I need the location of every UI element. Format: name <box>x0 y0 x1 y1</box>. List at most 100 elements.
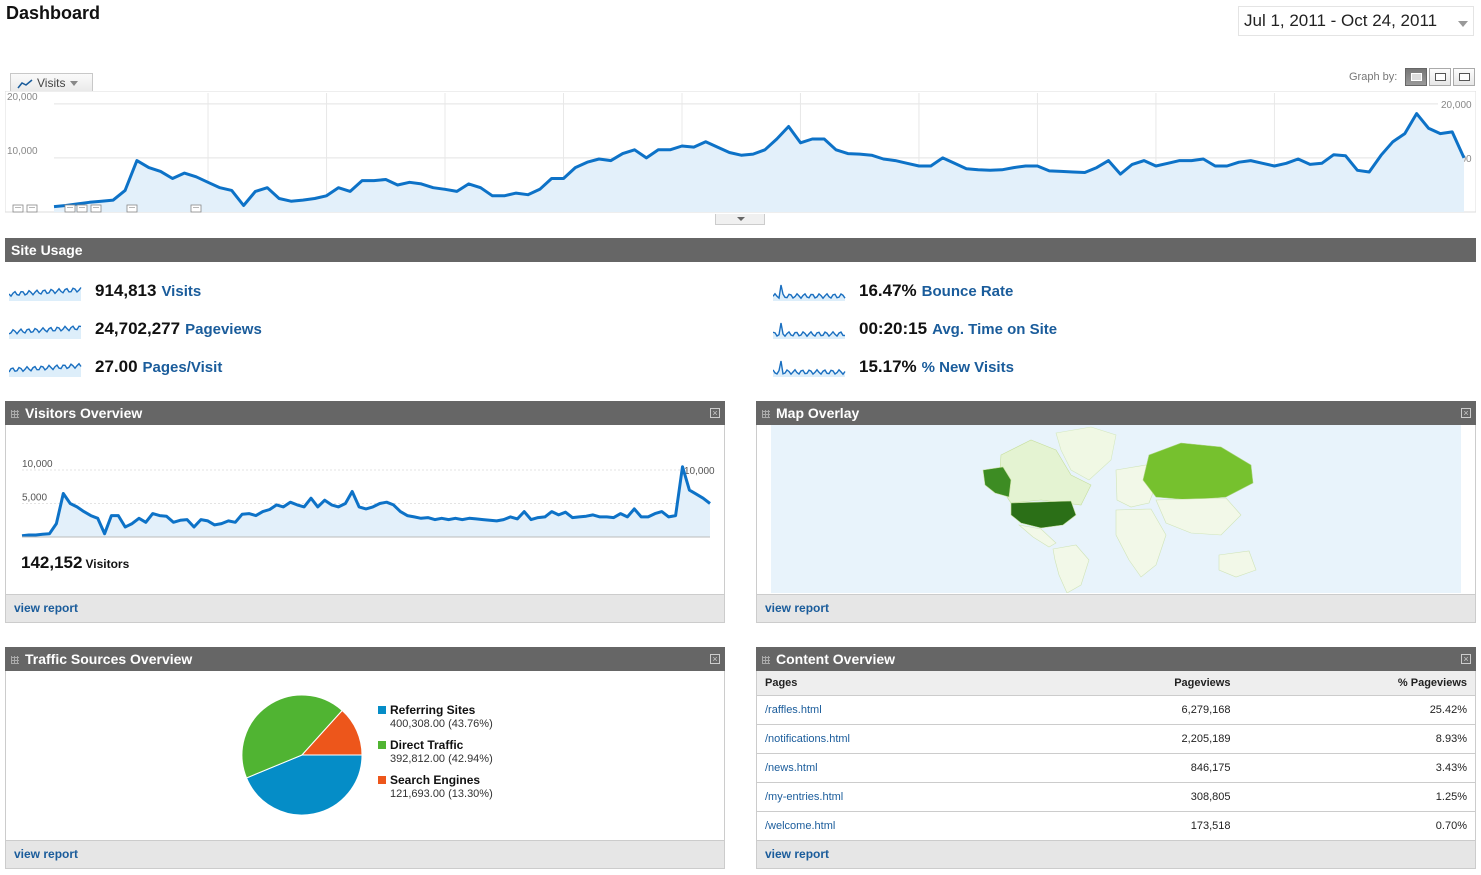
date-range-picker[interactable]: Jul 1, 2011 - Oct 24, 2011 <box>1238 6 1474 36</box>
legend-detail: 400,308.00 (43.76%) <box>390 718 493 730</box>
page-title: Dashboard <box>6 3 101 23</box>
view-report-link[interactable]: view report <box>14 847 79 861</box>
percent-cell: 3.43% <box>1238 753 1475 783</box>
legend-item[interactable]: Search Engines 121,693.00 (13.30%) <box>378 773 493 800</box>
sparkline[interactable] <box>773 281 847 301</box>
sparkline[interactable] <box>773 357 847 377</box>
graph-by-day-button[interactable] <box>1405 68 1427 86</box>
metric-link[interactable]: Pageviews <box>185 320 262 338</box>
chevron-down-icon <box>70 81 79 87</box>
annotation-icon[interactable] <box>90 204 102 213</box>
south-america-region[interactable] <box>1052 544 1090 593</box>
column-header-percent-pageviews[interactable]: % Pageviews <box>1238 671 1475 696</box>
metric-value: 27.00 <box>95 357 138 376</box>
view-report-link[interactable]: view report <box>765 601 830 615</box>
annotation-icon[interactable] <box>12 204 24 213</box>
russia-region[interactable] <box>1142 442 1254 501</box>
sparkline[interactable] <box>9 357 83 377</box>
metric-link[interactable]: Bounce Rate <box>921 282 1014 300</box>
annotation-icon[interactable] <box>190 204 202 213</box>
percent-cell: 0.70% <box>1238 811 1475 841</box>
close-icon[interactable]: × <box>710 408 720 418</box>
visitors-line[interactable] <box>21 465 711 538</box>
legend-item[interactable]: Direct Traffic 392,812.00 (42.94%) <box>378 738 493 765</box>
annotation-icon[interactable] <box>76 204 88 213</box>
annotation-icon[interactable] <box>64 204 76 213</box>
sparkline[interactable] <box>9 319 83 339</box>
sparkline[interactable] <box>773 319 847 339</box>
pageviews-cell: 2,205,189 <box>1037 724 1239 754</box>
table-row: /welcome.html 173,518 0.70% <box>757 811 1475 841</box>
close-icon[interactable]: × <box>1461 408 1471 418</box>
legend-item[interactable]: Referring Sites 400,308.00 (43.76%) <box>378 703 493 730</box>
visits-line[interactable] <box>53 112 1466 209</box>
alaska-region[interactable] <box>982 466 1012 498</box>
sparkline[interactable] <box>9 281 83 301</box>
column-header-pages[interactable]: Pages <box>757 671 1038 696</box>
annotation-icon[interactable] <box>26 204 38 213</box>
table-row: /my-entries.html 308,805 1.25% <box>757 782 1475 812</box>
visitors-overview-header[interactable]: Visitors Overview × <box>5 401 725 425</box>
page-link[interactable]: /welcome.html <box>757 811 1038 841</box>
map-overlay-title: Map Overlay <box>776 405 860 421</box>
content-overview-header[interactable]: Content Overview × <box>756 647 1476 671</box>
calendar-month-icon <box>1459 73 1470 81</box>
graph-by-month-button[interactable] <box>1453 68 1475 86</box>
traffic-sources-pie[interactable] <box>232 685 372 825</box>
drag-grip-icon[interactable] <box>762 656 770 665</box>
pageviews-cell: 6,279,168 <box>1037 695 1239 725</box>
metric-link[interactable]: Visits <box>161 282 202 300</box>
pie-slice-direct-traffic[interactable] <box>241 694 343 779</box>
australia-region[interactable] <box>1218 550 1257 578</box>
traffic-sources-title: Traffic Sources Overview <box>25 651 193 667</box>
metric--new-visits: 15.17%% New Visits <box>773 355 1014 379</box>
metric-avg-time-on-site: 00:20:15 Avg. Time on Site <box>773 317 1057 341</box>
collapse-graph-handle[interactable] <box>715 214 765 225</box>
chevron-down-icon <box>737 217 745 221</box>
metric-link[interactable]: Pages/Visit <box>142 358 223 376</box>
greenland-region[interactable] <box>1055 426 1117 481</box>
world-map[interactable] <box>771 425 1461 593</box>
page-link[interactable]: /my-entries.html <box>757 782 1038 812</box>
map-overlay-header[interactable]: Map Overlay × <box>756 401 1476 425</box>
page-link[interactable]: /raffles.html <box>757 695 1038 725</box>
metric-link[interactable]: Avg. Time on Site <box>932 320 1058 338</box>
map-overlay-footer: view report <box>757 594 1475 622</box>
traffic-sources-header[interactable]: Traffic Sources Overview × <box>5 647 725 671</box>
drag-grip-icon[interactable] <box>11 410 19 419</box>
metric-link[interactable]: % New Visits <box>921 358 1014 376</box>
pageviews-cell: 846,175 <box>1037 753 1239 783</box>
pie-slice-search-engines[interactable] <box>300 709 363 756</box>
usa-region[interactable] <box>1010 500 1077 529</box>
graph-by-week-button[interactable] <box>1429 68 1451 86</box>
close-icon[interactable]: × <box>710 654 720 664</box>
calendar-week-icon <box>1435 73 1446 81</box>
page-link[interactable]: /notifications.html <box>757 724 1038 754</box>
drag-grip-icon[interactable] <box>11 656 19 665</box>
column-header-pageviews[interactable]: Pageviews <box>1037 671 1239 696</box>
close-icon[interactable]: × <box>1461 654 1471 664</box>
calendar-day-icon <box>1411 73 1422 81</box>
drag-grip-icon[interactable] <box>762 410 770 419</box>
y-tick-label-right: 10,000 <box>684 466 715 477</box>
mexico-region[interactable] <box>1017 524 1057 548</box>
metric-pageviews: 24,702,277 Pageviews <box>9 317 262 341</box>
chevron-down-icon[interactable] <box>1458 21 1468 27</box>
site-usage-header: Site Usage <box>5 238 1476 262</box>
view-report-link[interactable]: view report <box>14 601 79 615</box>
metric-value: 15.17% <box>859 357 917 376</box>
annotation-icon[interactable] <box>126 204 138 213</box>
table-row: /raffles.html 6,279,168 25.42% <box>757 695 1475 725</box>
metric-value: 00:20:15 <box>859 319 928 338</box>
content-overview-panel: Pages Pageviews % Pageviews /raffles.htm… <box>756 671 1476 869</box>
page-link[interactable]: /news.html <box>757 753 1038 783</box>
africa-region[interactable] <box>1115 508 1167 578</box>
view-report-link[interactable]: view report <box>765 847 830 861</box>
visitors-total-label: Visitors <box>85 557 130 571</box>
visitors-area <box>22 466 710 537</box>
pie-slice-referring-sites[interactable] <box>245 754 363 816</box>
metric-selector[interactable]: Visits <box>10 73 93 92</box>
asia-region[interactable] <box>1155 497 1242 536</box>
